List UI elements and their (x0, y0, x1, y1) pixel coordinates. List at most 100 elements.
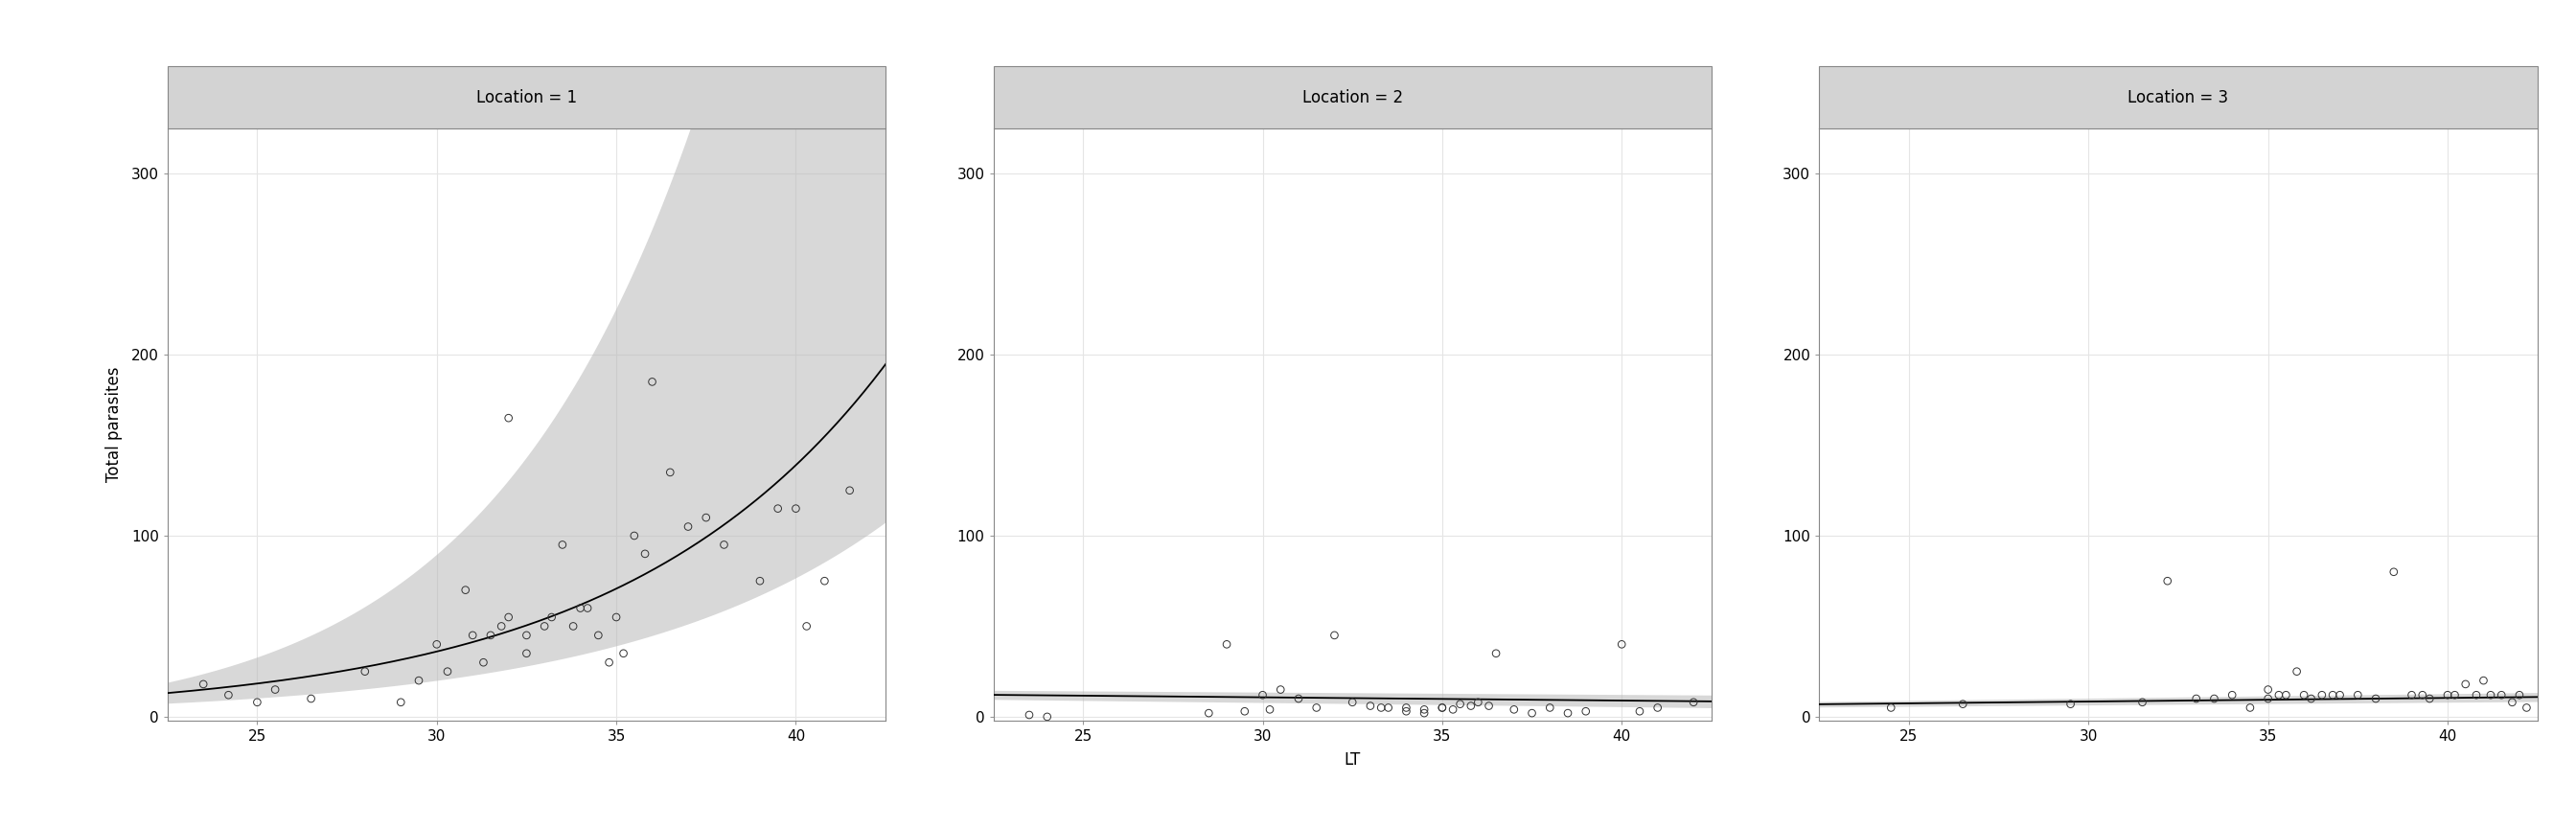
Point (2455, 688, 2496, 701)
Point (1404, 703, 1445, 716)
Point (2195, 692, 2236, 705)
Point (255, 683, 296, 696)
Point (2282, 688, 2324, 701)
Point (2481, 688, 2522, 701)
Point (2177, 692, 2218, 705)
Point (2313, 688, 2354, 701)
Point (603, 647, 644, 660)
Point (2318, 688, 2360, 701)
Point (786, 619, 827, 633)
Text: Location = 2: Location = 2 (1301, 89, 1404, 106)
Point (2228, 701, 2269, 715)
Point (291, 692, 332, 705)
Point (739, 575, 781, 588)
Point (541, 538, 582, 551)
Point (469, 628, 510, 642)
Point (757, 502, 799, 515)
Point (2246, 683, 2287, 696)
Point (1332, 696, 1373, 709)
Point (1620, 705, 1662, 718)
Point (2264, 688, 2306, 701)
Point (2463, 674, 2504, 687)
Point (1636, 701, 1677, 715)
Point (2409, 692, 2450, 705)
Point (567, 601, 608, 614)
Point (1028, 710, 1069, 724)
Point (2434, 688, 2476, 701)
Point (1870, 701, 1911, 715)
Point (1386, 705, 1427, 718)
Point (2277, 665, 2318, 678)
Point (482, 619, 523, 633)
Point (2401, 688, 2442, 701)
Point (451, 628, 492, 642)
Point (523, 619, 564, 633)
Point (1224, 705, 1265, 718)
Point (531, 610, 572, 623)
Point (1458, 696, 1499, 709)
Point (1314, 628, 1355, 642)
Point (1422, 701, 1463, 715)
Point (1672, 696, 1713, 709)
Point (804, 575, 845, 588)
Point (2506, 701, 2548, 715)
Point (399, 674, 440, 687)
Point (1602, 638, 1643, 651)
Point (183, 677, 224, 691)
Point (1278, 692, 1319, 705)
Point (505, 628, 546, 642)
Point (2123, 696, 2164, 709)
Point (345, 665, 386, 678)
Point (209, 688, 250, 701)
Point (623, 547, 665, 561)
Point (1530, 701, 1571, 715)
Point (2354, 692, 2396, 705)
Point (487, 610, 528, 623)
Point (2213, 688, 2254, 701)
Point (1188, 706, 1229, 720)
Point (775, 502, 817, 515)
Point (1360, 701, 1401, 715)
Point (2246, 692, 2287, 705)
Point (1010, 708, 1051, 721)
Point (1368, 701, 1409, 715)
Point (595, 610, 636, 623)
Point (428, 665, 469, 678)
Point (2470, 688, 2512, 701)
Point (2499, 688, 2540, 701)
Point (464, 656, 505, 669)
Point (2427, 688, 2468, 701)
Point (587, 656, 629, 669)
Point (667, 520, 708, 533)
Point (1440, 697, 1481, 710)
Point (559, 601, 600, 614)
Point (2336, 688, 2378, 701)
Point (1350, 700, 1391, 713)
X-axis label: LT: LT (1345, 751, 1360, 768)
Point (237, 696, 278, 709)
Point (703, 538, 744, 551)
Text: Location = 1: Location = 1 (477, 89, 577, 106)
Point (1476, 647, 1517, 660)
Point (1404, 706, 1445, 720)
Point (1566, 705, 1607, 718)
Y-axis label: Total parasites: Total parasites (106, 367, 124, 482)
Point (829, 484, 871, 497)
Point (487, 412, 528, 425)
Point (577, 628, 618, 642)
Point (685, 511, 726, 524)
Point (613, 529, 654, 542)
Point (2146, 575, 2187, 588)
Point (2391, 688, 2432, 701)
Point (1548, 706, 1589, 720)
Point (2290, 692, 2331, 705)
Point (1260, 683, 1301, 696)
Point (631, 375, 672, 388)
Point (1386, 701, 1427, 715)
Point (2491, 696, 2532, 709)
Point (417, 638, 459, 651)
Point (1512, 706, 1553, 720)
Point (1206, 638, 1247, 651)
Point (505, 647, 546, 660)
Point (2300, 688, 2342, 701)
